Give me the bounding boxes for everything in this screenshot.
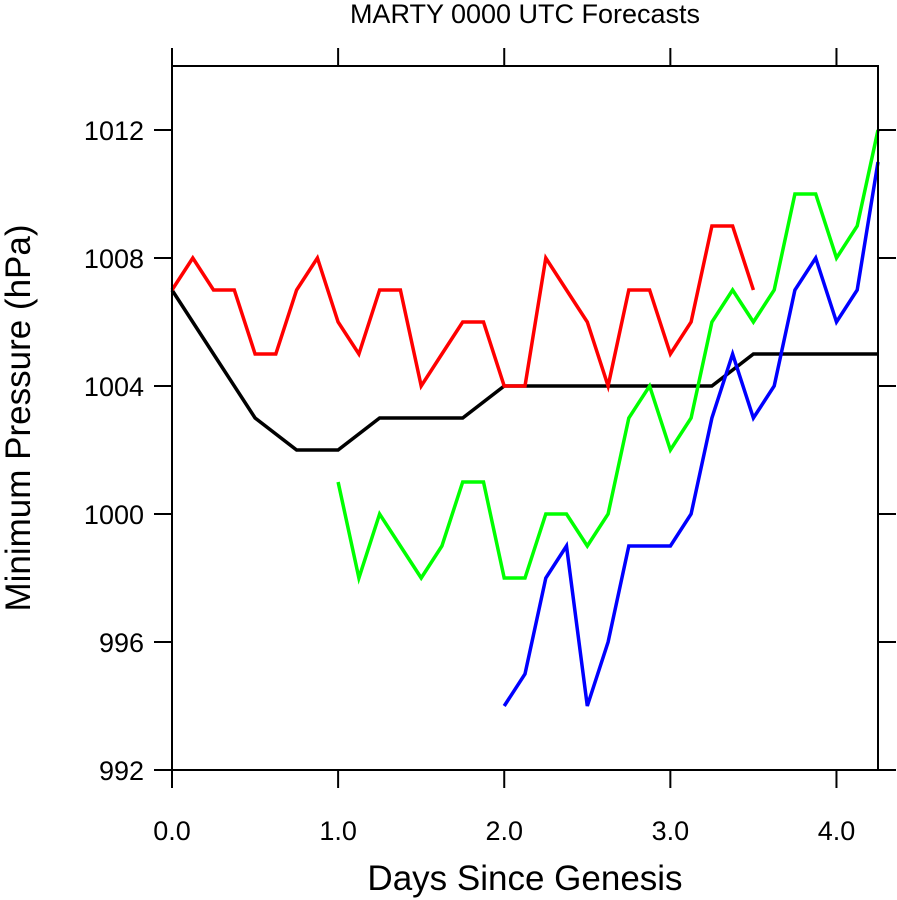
tick-labels: 0.0 1.0 2.0 3.0 4.0 992 996 1000 1004 1008 1012 (84, 116, 855, 846)
y-tick-label: 1000 (84, 500, 144, 530)
y-tick-label: 1008 (84, 244, 144, 274)
series-line-best-track (170, 289, 878, 452)
x-axis-label: Days Since Genesis (367, 859, 682, 898)
series-line-forecast-day0 (170, 224, 756, 393)
y-axis-label: Minimum Pressure (hPa) (0, 224, 38, 611)
y-tick-label: 1004 (84, 372, 144, 402)
y-tick-label: 992 (99, 756, 144, 786)
y-tick-label: 1012 (84, 116, 144, 146)
chart-title: MARTY 0000 UTC Forecasts (350, 0, 700, 29)
x-tick-label: 2.0 (485, 816, 523, 846)
y-tick-label: 996 (99, 628, 144, 658)
series-lines (170, 129, 880, 707)
series-line-forecast-day2 (502, 161, 880, 707)
series-line-forecast-day1 (336, 129, 880, 585)
x-tick-label: 3.0 (652, 816, 690, 846)
x-tick-label: 0.0 (153, 816, 191, 846)
axis-ticks (154, 48, 896, 788)
plot-frame (171, 65, 879, 771)
x-tick-label: 1.0 (319, 816, 357, 846)
x-tick-label: 4.0 (818, 816, 856, 846)
